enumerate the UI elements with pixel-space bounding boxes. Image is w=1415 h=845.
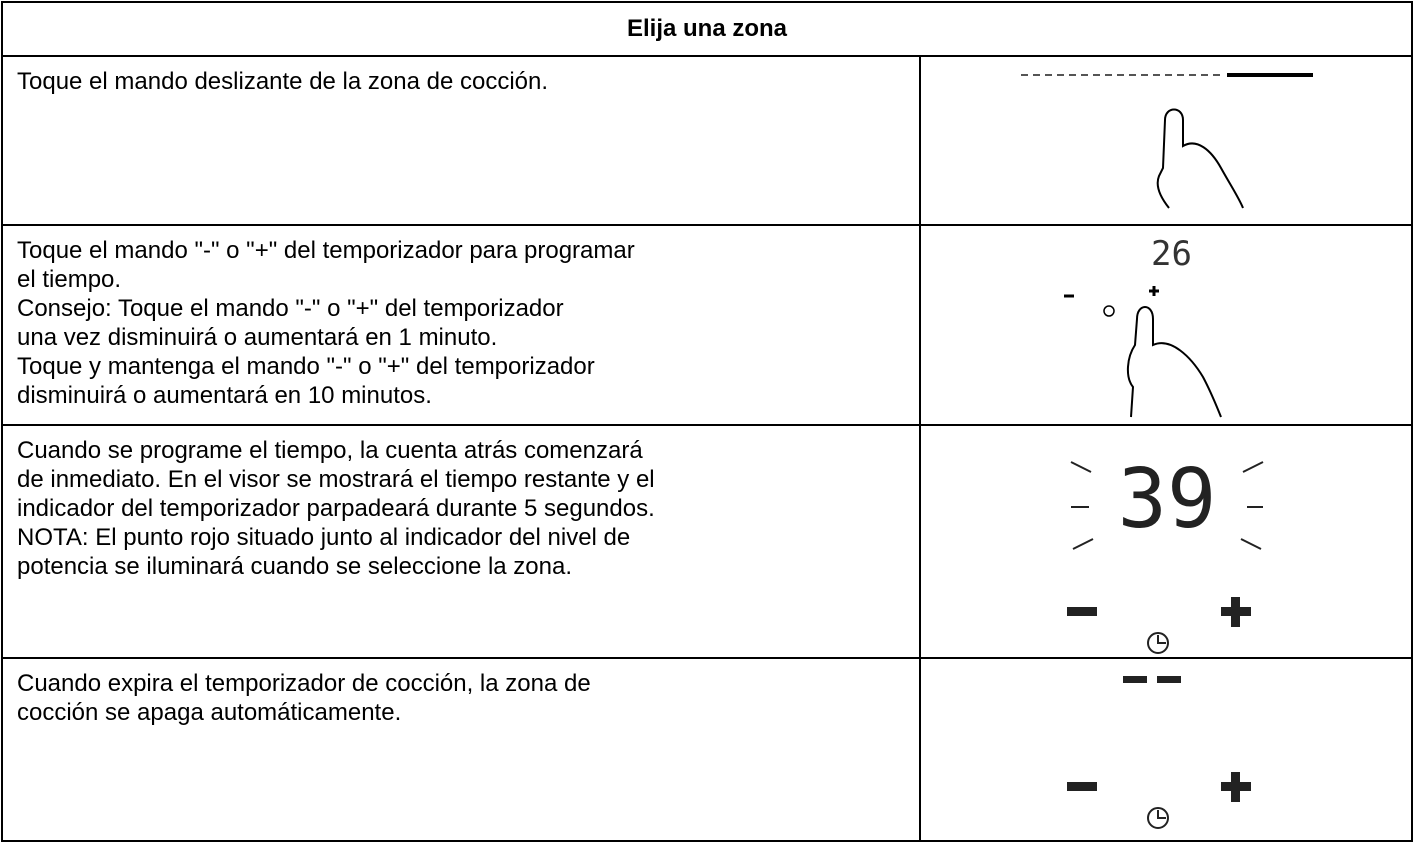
text-line: Cuando se programe el tiempo, la cuenta …: [17, 437, 643, 464]
illustration: 26: [919, 224, 1413, 426]
slider-illustration: [1021, 73, 1313, 209]
text-line: una vez disminuirá o aumentará en 1 minu…: [17, 324, 498, 351]
text-line: indicador del temporizador parpadeará du…: [17, 495, 655, 522]
text-line: de inmediato. En el visor se mostrará el…: [17, 466, 655, 493]
text-line: Consejo: Toque el mando "-" o "+" del te…: [17, 295, 564, 322]
display-digits: 39: [1118, 452, 1217, 547]
text-line: Toque el mando "-" o "+" del temporizado…: [17, 237, 635, 264]
text-line: Toque el mando deslizante de la zona de …: [17, 68, 549, 95]
display-digits: 26: [1151, 234, 1192, 274]
text-line: NOTA: El punto rojo situado junto al ind…: [17, 524, 631, 551]
text-line: cocción se apaga automáticamente.: [17, 699, 402, 726]
row-text: Cuando expira el temporizador de cocción…: [1, 657, 921, 842]
row-text: Toque el mando "-" o "+" del temporizado…: [1, 224, 921, 426]
text-line: Toque y mantenga el mando "-" o "+" del …: [17, 353, 595, 380]
illustration: 39: [919, 424, 1413, 659]
row-text: Toque el mando deslizante de la zona de …: [1, 55, 921, 226]
text-line: potencia se iluminará cuando se seleccio…: [17, 553, 573, 580]
illustration: [919, 657, 1413, 842]
table-title: Elija una zona: [1, 1, 1413, 57]
timer-illustration: 26: [1064, 234, 1222, 418]
text-line: Cuando expira el temporizador de cocción…: [17, 670, 591, 697]
off-illustration: [1067, 675, 1251, 829]
text-line: el tiempo.: [17, 266, 122, 293]
text-line: disminuirá o aumentará en 10 minutos.: [17, 382, 432, 409]
illustration: [919, 55, 1413, 226]
countdown-illustration: 39: [1067, 452, 1264, 654]
row-text: Cuando se programe el tiempo, la cuenta …: [1, 424, 921, 659]
